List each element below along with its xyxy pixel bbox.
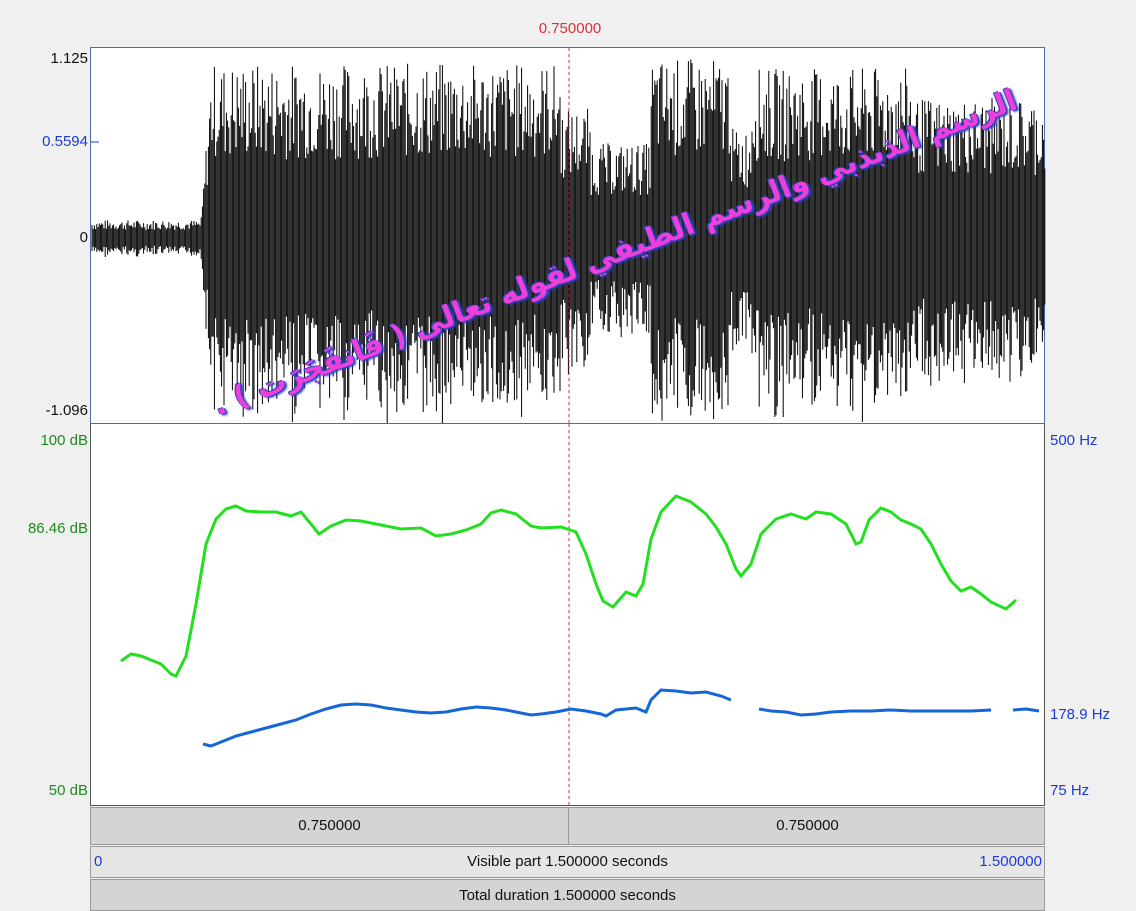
waveform-zero-label: 0 <box>79 229 88 246</box>
time-segment-left[interactable]: 0.750000 <box>298 817 361 834</box>
pitch-min-label: 75 Hz <box>1050 782 1090 799</box>
visible-end-label: 1.500000 <box>979 853 1042 870</box>
total-duration-bar[interactable]: Total duration 1.500000 seconds <box>90 879 1045 911</box>
time-segment-right[interactable]: 0.750000 <box>776 817 839 834</box>
pitch-intensity-panel[interactable] <box>90 424 1045 806</box>
cursor-time-label: 0.750000 <box>538 20 602 37</box>
selection-time-bar[interactable]: 0.750000 0.750000 <box>90 807 1045 845</box>
pitch-intensity-plot <box>120 424 1040 806</box>
waveform-plot <box>91 48 1046 425</box>
waveform-marker-label: 0.5594 <box>42 133 88 150</box>
intensity-mid-label: 86.46 dB <box>27 520 88 537</box>
intensity-min-label: 50 dB <box>48 782 88 799</box>
intensity-curve <box>120 494 1018 678</box>
pitch-mid-label: 178.9 Hz <box>1050 706 1111 723</box>
total-duration-label: Total duration 1.500000 seconds <box>459 887 676 904</box>
waveform-min-label: -1.096 <box>45 402 88 419</box>
pitch-curve-segment-3 <box>1012 707 1040 713</box>
pitch-curve-segment-1 <box>202 688 732 748</box>
visible-start-label: 0 <box>94 853 103 870</box>
visible-part-label: Visible part 1.500000 seconds <box>467 853 668 870</box>
waveform-trace <box>91 59 1046 423</box>
waveform-panel[interactable]: الرسم الذبذبي والرسم الطيفي لقوله تعالى … <box>90 47 1046 425</box>
intensity-max-label: 100 dB <box>40 432 88 449</box>
waveform-max-label: 1.125 <box>50 50 88 67</box>
pitch-max-label: 500 Hz <box>1050 432 1098 449</box>
time-bar-divider <box>568 808 569 844</box>
visible-part-bar[interactable]: 0 Visible part 1.500000 seconds 1.500000 <box>90 846 1045 878</box>
pitch-curve-segment-2 <box>758 707 992 717</box>
